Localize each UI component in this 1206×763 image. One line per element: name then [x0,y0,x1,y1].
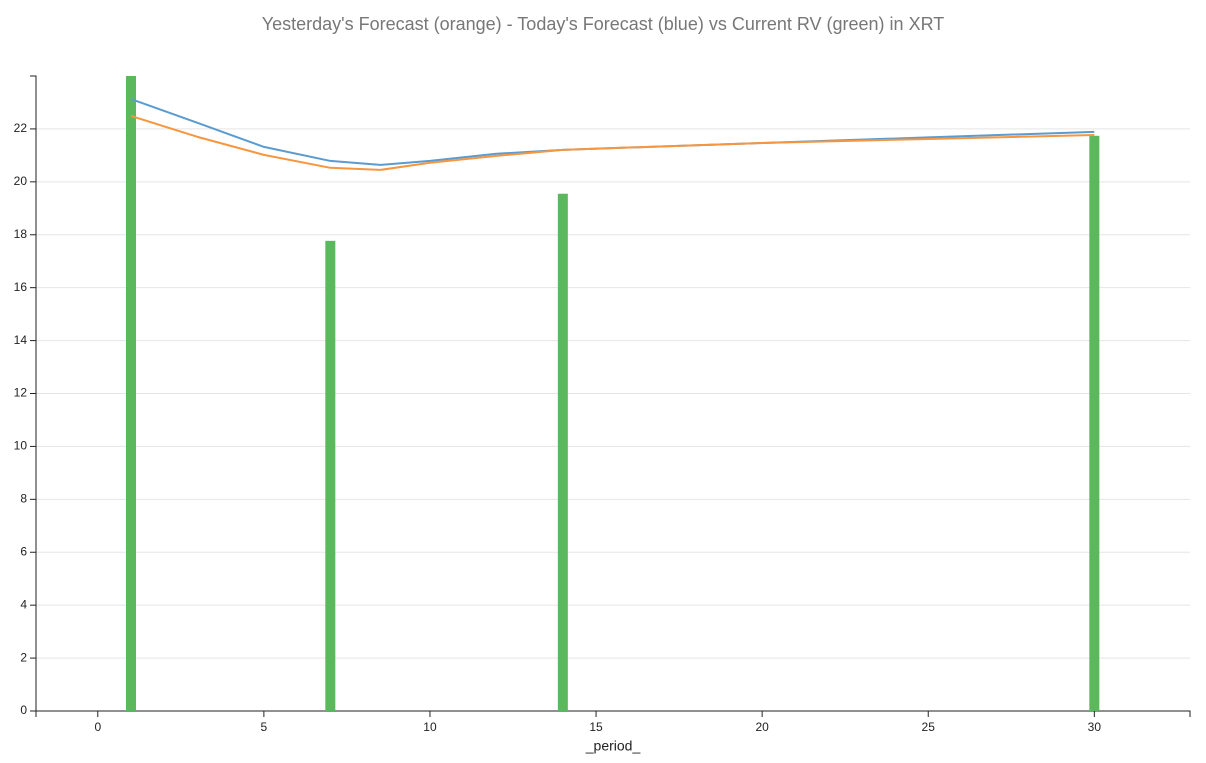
x-tick-label: 5 [261,720,268,734]
y-tick-label: 20 [14,174,28,188]
chart-title: Yesterday's Forecast (orange) - Today's … [262,14,945,34]
y-tick-label: 12 [14,386,28,400]
line [130,98,1095,166]
bar [126,76,137,711]
y-tick-label: 8 [20,492,27,506]
y-tick-label: 16 [14,280,28,294]
x-tick-label: 0 [94,720,101,734]
x-tick-label: 30 [1088,720,1102,734]
y-tick-label: 22 [14,121,28,135]
bar [557,193,568,712]
y-tick-label: 10 [14,439,28,453]
bar [1089,135,1100,711]
x-tick-label: 10 [423,720,437,734]
bar [325,240,336,711]
y-tick-label: 2 [20,650,27,664]
y-tick-label: 0 [20,703,27,717]
y-axis [30,75,37,712]
y-tick-label: 18 [14,227,28,241]
x-tick-label: 15 [589,720,603,734]
y-tick-label: 14 [14,333,28,347]
x-axis-label: _period_ [585,738,641,754]
line [130,114,1095,171]
x-tick-label: 20 [755,720,769,734]
y-tick-label: 6 [20,544,27,558]
y-tick-label: 4 [20,597,27,611]
x-axis [35,710,1191,717]
x-tick-label: 25 [922,720,936,734]
